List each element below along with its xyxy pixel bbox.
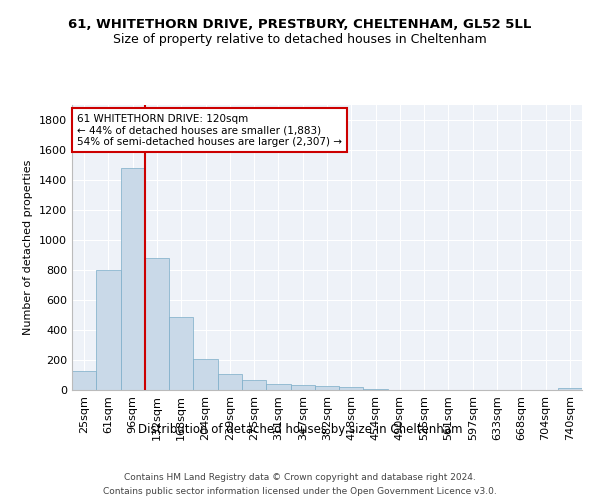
Bar (558, 388, 582, 390)
Bar (315, 386, 339, 390)
Text: Contains HM Land Registry data © Crown copyright and database right 2024.: Contains HM Land Registry data © Crown c… (124, 472, 476, 482)
Text: 61 WHITETHORN DRIVE: 120sqm
← 44% of detached houses are smaller (1,883)
54% of : 61 WHITETHORN DRIVE: 120sqm ← 44% of det… (77, 114, 342, 147)
Text: Distribution of detached houses by size in Cheltenham: Distribution of detached houses by size … (138, 422, 462, 436)
Bar (145, 258, 169, 390)
Text: Contains public sector information licensed under the Open Government Licence v3: Contains public sector information licen… (103, 488, 497, 496)
Bar (266, 384, 290, 390)
Y-axis label: Number of detached properties: Number of detached properties (23, 160, 34, 335)
Bar (193, 359, 218, 390)
Bar (169, 316, 193, 390)
Bar (364, 388, 388, 390)
Bar (339, 387, 364, 390)
Bar (290, 385, 315, 390)
Bar (72, 371, 96, 390)
Bar (121, 168, 145, 390)
Text: Size of property relative to detached houses in Cheltenham: Size of property relative to detached ho… (113, 32, 487, 46)
Bar (218, 374, 242, 390)
Bar (96, 270, 121, 390)
Bar (242, 380, 266, 390)
Text: 61, WHITETHORN DRIVE, PRESTBURY, CHELTENHAM, GL52 5LL: 61, WHITETHORN DRIVE, PRESTBURY, CHELTEN… (68, 18, 532, 30)
